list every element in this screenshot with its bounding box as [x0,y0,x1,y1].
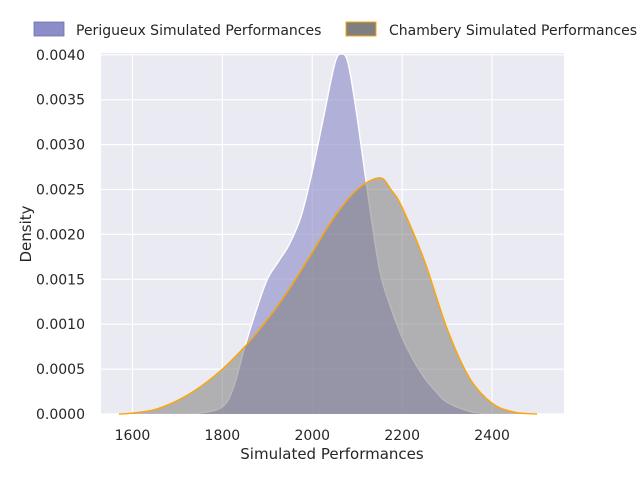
y-axis: 0.0000 0.0005 0.0010 0.0015 0.0020 0.0025 0.00… [36,48,85,423]
x-tick-label: 2000 [294,428,330,444]
y-axis-label: Density [17,205,35,262]
series-layer [118,53,538,415]
x-axis-label: Simulated Performances [240,445,424,463]
y-tick-label: 0.0040 [36,48,85,64]
legend-label-chambery: Chambery Simulated Performances [389,23,637,39]
y-tick-label: 0.0015 [36,272,85,288]
x-tick-label: 2400 [474,428,510,444]
y-tick-label: 0.0025 [36,182,85,198]
y-tick-label: 0.0000 [36,407,85,423]
y-tick-label: 0.0020 [36,227,85,243]
y-tick-label: 0.0035 [36,93,85,109]
legend-swatch-chambery [345,21,377,37]
density-line-chambery [118,177,538,415]
x-axis: 1600 1800 2000 2200 2400 [115,428,510,444]
y-tick-label: 0.0030 [36,138,85,154]
x-tick-label: 1600 [115,428,151,444]
x-tick-label: 2200 [384,428,420,444]
legend-swatch-perigueux [33,21,65,37]
y-tick-label: 0.0010 [36,317,85,333]
x-tick-label: 1800 [205,428,241,444]
density-area-chambery [118,177,538,414]
y-tick-label: 0.0005 [36,362,85,378]
legend: Perigueux Simulated Performances Chamber… [33,21,637,39]
legend-label-perigueux: Perigueux Simulated Performances [76,23,321,39]
